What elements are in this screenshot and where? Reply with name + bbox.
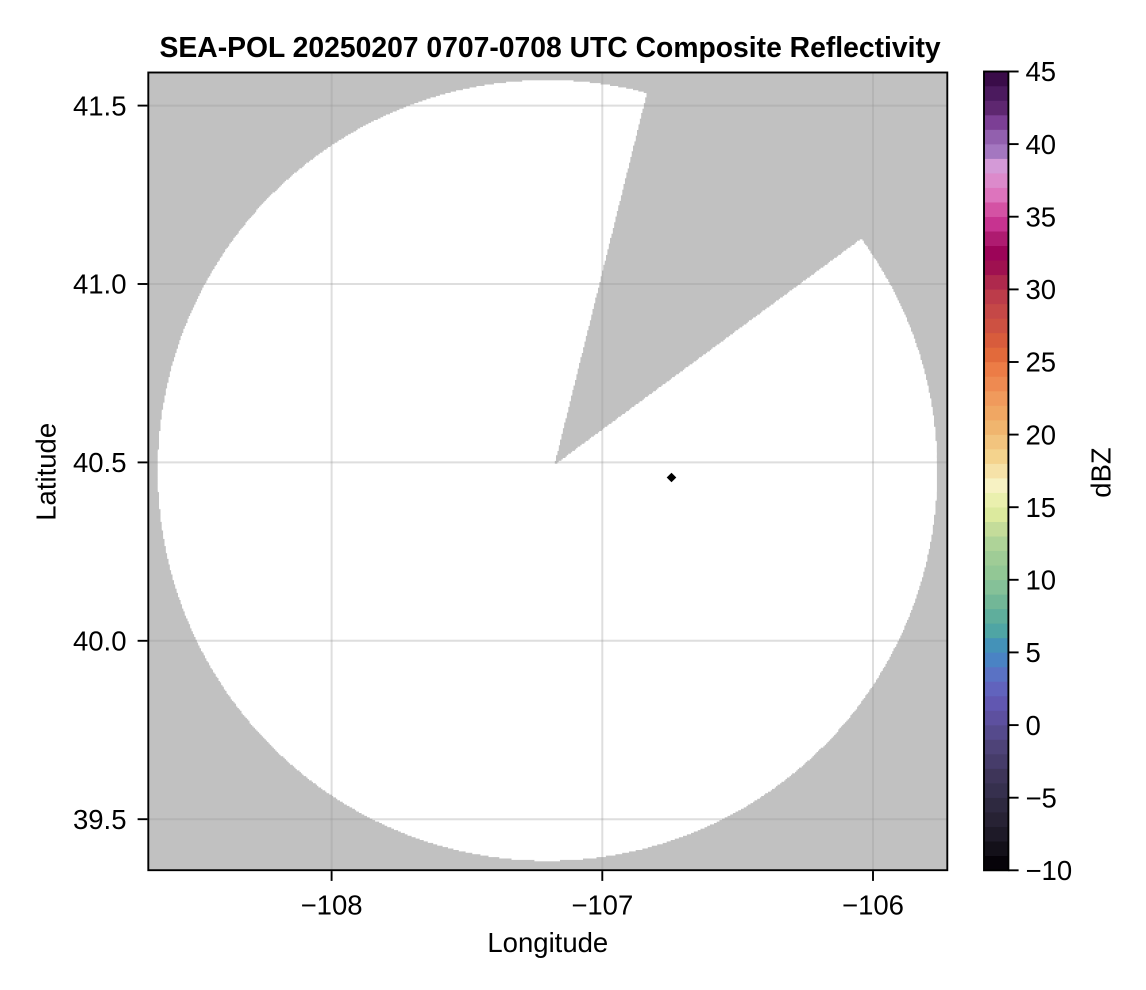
svg-text:5: 5 [1026, 637, 1041, 668]
svg-text:35: 35 [1026, 201, 1057, 232]
svg-text:−10: −10 [1026, 855, 1073, 886]
svg-text:30: 30 [1026, 274, 1057, 305]
svg-text:−108: −108 [301, 889, 363, 920]
svg-text:−5: −5 [1026, 782, 1057, 813]
svg-text:Latitude: Latitude [30, 423, 61, 521]
svg-text:40.0: 40.0 [73, 626, 127, 657]
svg-text:Longitude: Longitude [487, 927, 608, 958]
svg-text:0: 0 [1026, 710, 1041, 741]
svg-text:41.5: 41.5 [73, 90, 127, 121]
svg-text:−107: −107 [571, 889, 633, 920]
svg-text:25: 25 [1026, 347, 1057, 378]
svg-text:40: 40 [1026, 129, 1057, 160]
svg-text:45: 45 [1026, 56, 1057, 87]
svg-text:10: 10 [1026, 565, 1057, 596]
svg-text:SEA-POL 20250207 0707-0708 UTC: SEA-POL 20250207 0707-0708 UTC Composite… [160, 31, 941, 63]
svg-text:−106: −106 [842, 889, 904, 920]
svg-text:39.5: 39.5 [73, 804, 127, 835]
svg-text:20: 20 [1026, 419, 1057, 450]
svg-text:15: 15 [1026, 492, 1057, 523]
svg-text:40.5: 40.5 [73, 447, 127, 478]
svg-text:41.0: 41.0 [73, 269, 127, 300]
svg-text:dBZ: dBZ [1085, 447, 1116, 497]
